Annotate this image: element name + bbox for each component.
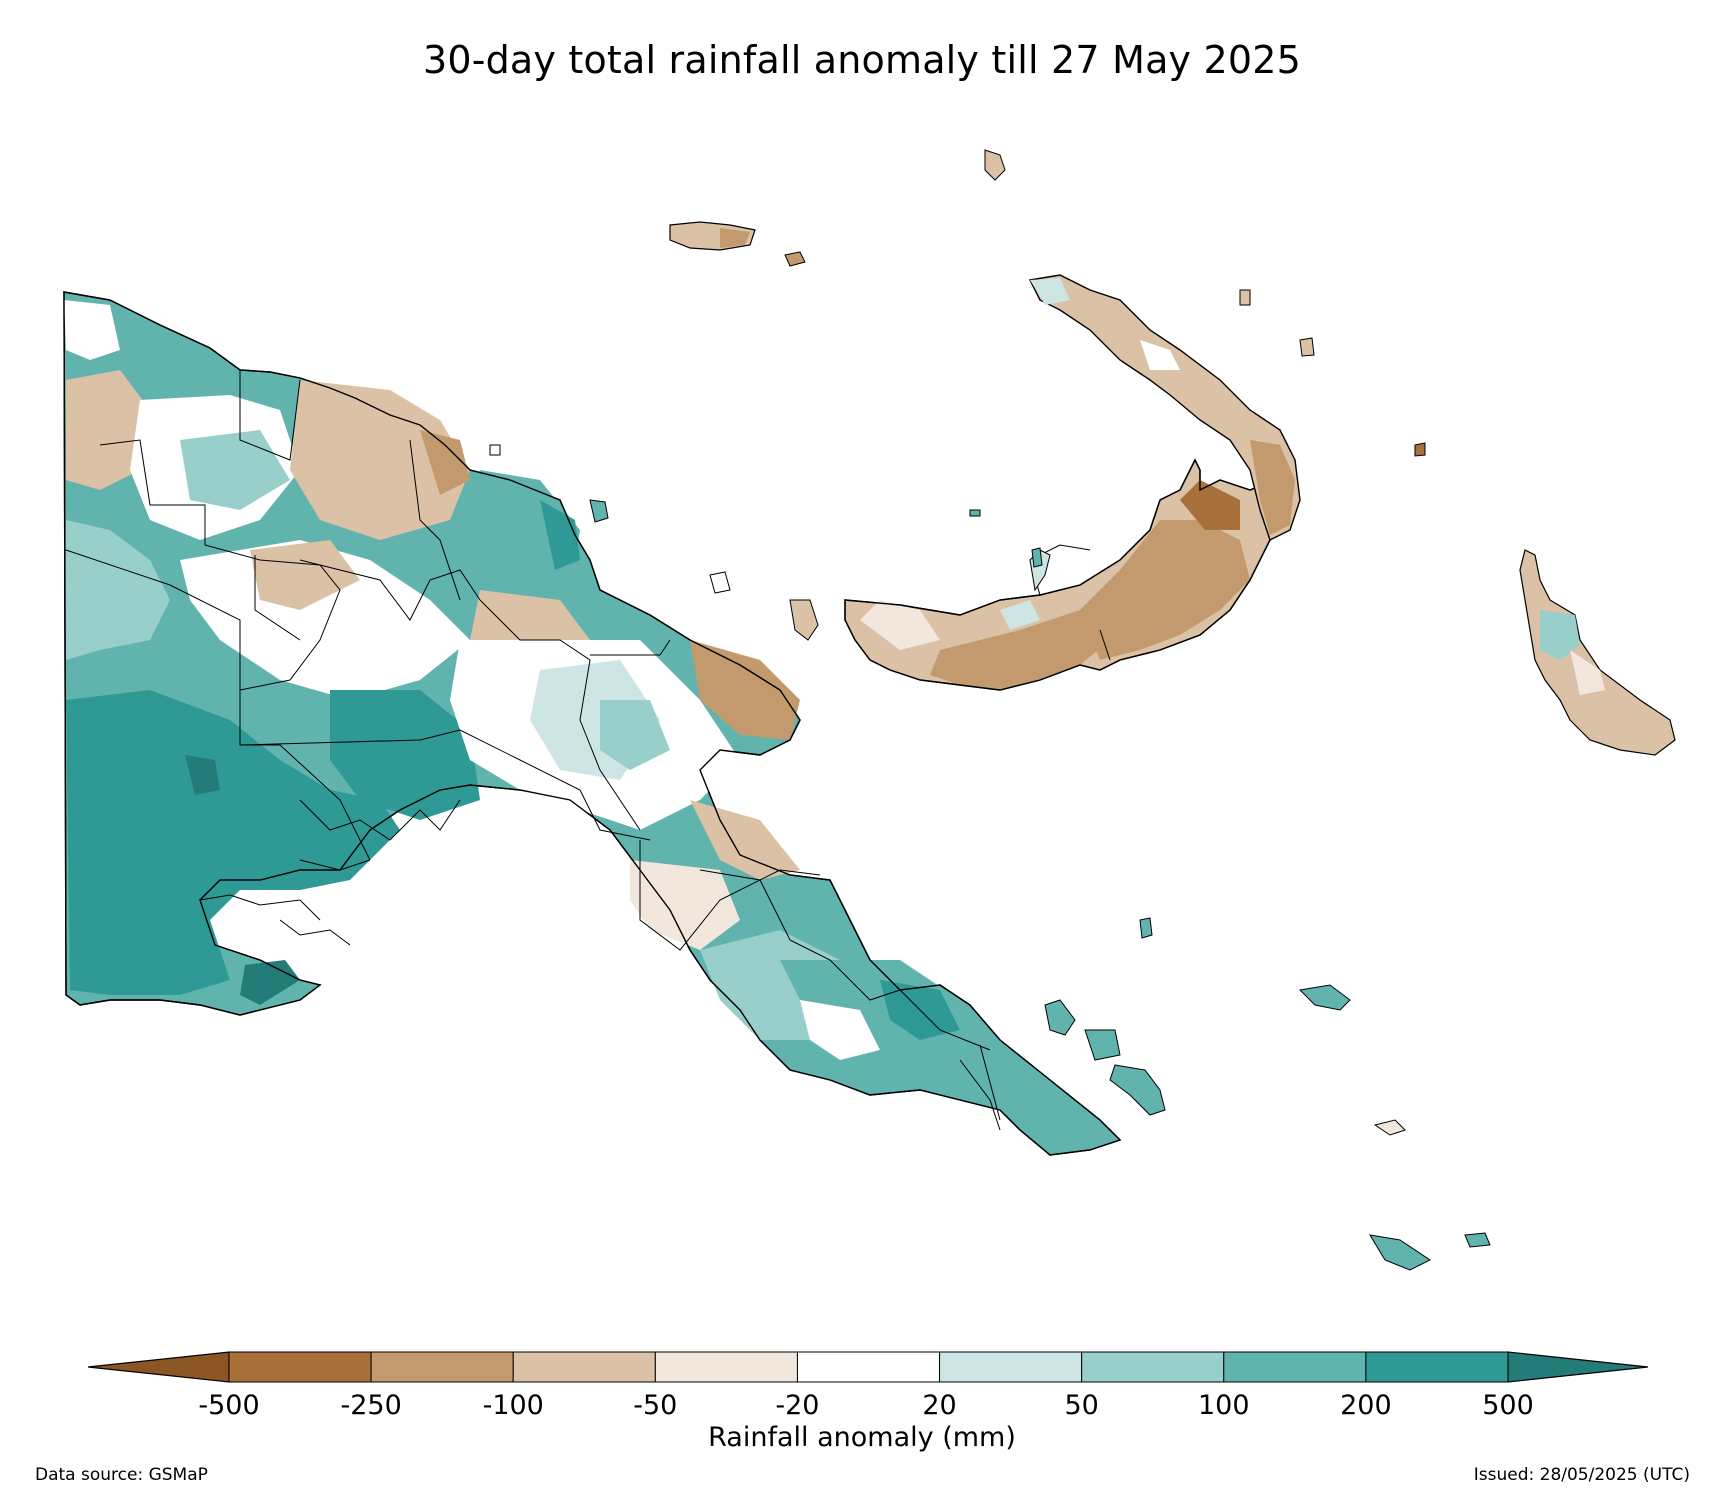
map-title: 30-day total rainfall anomaly till 27 Ma… <box>422 38 1302 82</box>
colorbar-extend-high <box>1507 1351 1649 1383</box>
issued-date: Issued: 28/05/2025 (UTC) <box>1473 1465 1690 1485</box>
patch-dark-teal-madang <box>540 500 580 570</box>
patch-darkest-south <box>185 755 220 795</box>
mainland-png <box>63 291 1122 1156</box>
colorbar-bin <box>1081 1351 1225 1383</box>
rainfall-anomaly-map <box>63 149 1676 1271</box>
colorbar-tick-label: 200 <box>1340 1390 1392 1421</box>
patch-beige-central <box>630 860 740 950</box>
patch-tan-northwest <box>66 370 150 490</box>
colorbar-tick-label: -20 <box>775 1390 820 1421</box>
patch-tan-oro <box>690 800 800 880</box>
new-britain <box>844 458 1281 691</box>
patch-dark-teal-south <box>66 690 400 995</box>
patch-tan-highlands <box>250 540 360 610</box>
colorbar-bin <box>228 1351 372 1383</box>
river-delta <box>199 799 461 946</box>
patch-white-north <box>64 300 120 360</box>
manus <box>669 221 806 267</box>
patch-white-highlands <box>180 540 470 700</box>
colorbar-bin <box>370 1351 514 1383</box>
colorbar-tick-label: 100 <box>1197 1390 1250 1421</box>
province-boundaries <box>65 370 1001 1131</box>
colorbar-tick-label: -100 <box>482 1390 544 1421</box>
colorbar-bin <box>654 1351 798 1383</box>
colorbar-tick-label: 50 <box>1064 1390 1099 1421</box>
colorbar <box>87 1351 1649 1383</box>
colorbar-bin <box>1223 1351 1367 1383</box>
colorbar-label: Rainfall anomaly (mm) <box>708 1422 1016 1453</box>
patch-teal-gulf <box>330 690 480 820</box>
bougainville <box>1519 549 1676 756</box>
colorbar-tick-label: -50 <box>633 1390 678 1421</box>
colorbar-tick-label: -500 <box>198 1390 260 1421</box>
patch-brown-huon <box>690 640 800 740</box>
new-ireland <box>984 149 1301 541</box>
colorbar-bin <box>796 1351 941 1383</box>
patch-light-teal-west <box>66 520 170 660</box>
colorbar-bins <box>87 1351 1649 1383</box>
colorbar-tick-label: -250 <box>340 1390 402 1421</box>
colorbar-extend-low <box>87 1351 230 1383</box>
patch-brown-sepik <box>420 430 470 495</box>
colorbar-bin <box>512 1351 656 1383</box>
patch-teal-east <box>600 700 670 770</box>
patch-teal-southeast <box>780 960 1090 1150</box>
patch-white-southeast <box>800 1000 880 1060</box>
dentrecasteaux-islands <box>1044 917 1491 1271</box>
colorbar-bin <box>939 1351 1083 1383</box>
small-islands <box>489 289 1426 641</box>
colorbar-tick-label: 20 <box>922 1390 957 1421</box>
colorbar-tick-label: 500 <box>1482 1390 1534 1421</box>
colorbar-bin <box>1365 1351 1509 1383</box>
patch-tan-sepik <box>290 380 470 540</box>
patch-darkest-coast <box>240 960 300 1005</box>
patch-light-central <box>180 430 290 510</box>
data-source: Data source: GSMaP <box>35 1465 208 1485</box>
